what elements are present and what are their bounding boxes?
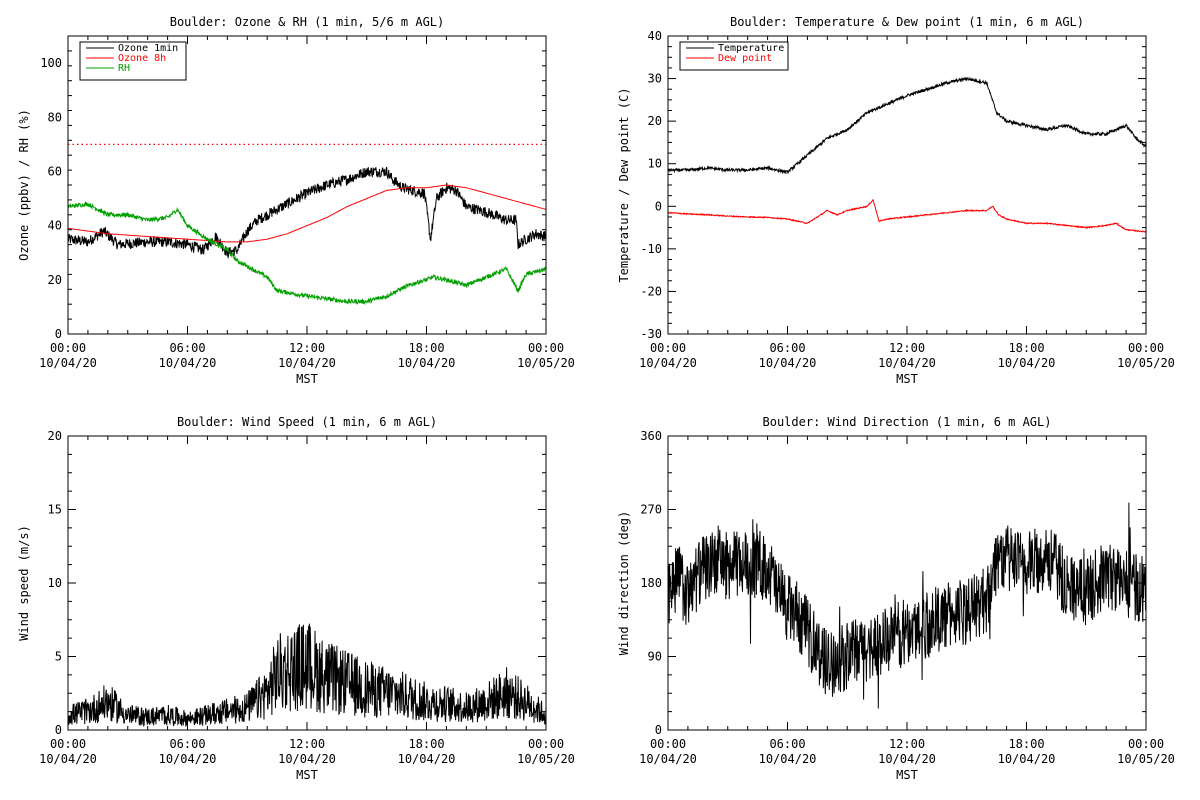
- y-tick-label: -20: [640, 284, 662, 298]
- y-tick-label: 360: [640, 429, 662, 443]
- x-tick-date: 10/04/20: [639, 356, 697, 370]
- series-line-data: [667, 502, 1147, 709]
- x-tick-date: 10/04/20: [398, 356, 456, 370]
- x-tick-time: 00:00: [650, 341, 686, 355]
- legend-entry: Dew point: [718, 53, 772, 64]
- y-tick-label: 15: [48, 503, 62, 517]
- y-tick-label: -10: [640, 242, 662, 256]
- series-line-ozone-1min: [67, 166, 547, 260]
- x-tick-date: 10/04/20: [398, 752, 456, 766]
- y-tick-label: -30: [640, 327, 662, 341]
- y-tick-label: 0: [655, 199, 662, 213]
- x-tick-date: 10/04/20: [639, 752, 697, 766]
- y-tick-label: 10: [648, 157, 662, 171]
- series-line-ozone-8h: [67, 184, 547, 243]
- x-tick-time: 18:00: [1008, 737, 1044, 751]
- y-axis-label: Ozone (ppbv) / RH (%): [17, 109, 31, 261]
- y-axis-label: Wind direction (deg): [617, 511, 631, 656]
- y-axis-label: Wind speed (m/s): [17, 525, 31, 641]
- x-tick-date: 10/04/20: [759, 752, 817, 766]
- chart-panel-3: 0510152000:0010/04/2006:0010/04/2012:001…: [17, 415, 575, 782]
- y-tick-label: 180: [640, 576, 662, 590]
- legend-entry: Ozone 8h: [118, 53, 166, 64]
- x-tick-time: 00:00: [1128, 737, 1164, 751]
- series-line-dew-point: [667, 198, 1147, 233]
- chart-title: Boulder: Wind Speed (1 min, 6 m AGL): [177, 415, 437, 429]
- x-tick-time: 00:00: [528, 737, 564, 751]
- x-tick-date: 10/04/20: [878, 356, 936, 370]
- y-tick-label: 40: [48, 219, 62, 233]
- x-tick-time: 06:00: [169, 737, 205, 751]
- x-axis-label: MST: [896, 372, 918, 386]
- x-tick-date: 10/05/20: [1117, 752, 1175, 766]
- y-tick-label: 40: [648, 29, 662, 43]
- y-tick-label: 100: [40, 56, 62, 70]
- chart-panel-1: 02040608010000:0010/04/2006:0010/04/2012…: [17, 15, 575, 386]
- legend-entry: RH: [118, 63, 130, 74]
- chart-panel-2: -30-20-1001020304000:0010/04/2006:0010/0…: [617, 15, 1175, 386]
- x-tick-date: 10/04/20: [998, 356, 1056, 370]
- y-tick-label: 30: [648, 72, 662, 86]
- x-tick-time: 12:00: [289, 341, 325, 355]
- y-tick-label: 20: [648, 114, 662, 128]
- x-tick-time: 06:00: [769, 341, 805, 355]
- y-tick-label: 60: [48, 164, 62, 178]
- x-tick-time: 00:00: [1128, 341, 1164, 355]
- x-tick-date: 10/04/20: [878, 752, 936, 766]
- x-tick-time: 00:00: [50, 737, 86, 751]
- x-tick-time: 18:00: [408, 341, 444, 355]
- chart-title: Boulder: Ozone & RH (1 min, 5/6 m AGL): [170, 15, 445, 29]
- x-tick-time: 12:00: [289, 737, 325, 751]
- x-tick-time: 18:00: [408, 737, 444, 751]
- series-line-data: [67, 623, 547, 727]
- series-line-rh: [67, 201, 547, 306]
- series-line-temperature: [667, 76, 1147, 175]
- x-tick-time: 12:00: [889, 341, 925, 355]
- y-tick-label: 90: [648, 650, 662, 664]
- x-axis-label: MST: [296, 768, 318, 782]
- y-tick-label: 20: [48, 273, 62, 287]
- x-tick-date: 10/04/20: [159, 752, 217, 766]
- x-tick-time: 06:00: [169, 341, 205, 355]
- x-tick-time: 00:00: [528, 341, 564, 355]
- x-tick-time: 00:00: [650, 737, 686, 751]
- legend-entry: Temperature: [718, 43, 784, 54]
- x-tick-date: 10/05/20: [517, 356, 575, 370]
- x-tick-date: 10/04/20: [159, 356, 217, 370]
- y-tick-label: 80: [48, 110, 62, 124]
- plot-frame: [667, 35, 1147, 335]
- x-tick-time: 06:00: [769, 737, 805, 751]
- x-axis-label: MST: [896, 768, 918, 782]
- y-tick-label: 270: [640, 503, 662, 517]
- x-tick-date: 10/04/20: [998, 752, 1056, 766]
- legend-entry: Ozone 1min: [118, 43, 178, 54]
- x-tick-date: 10/04/20: [278, 752, 336, 766]
- x-tick-date: 10/05/20: [1117, 356, 1175, 370]
- x-tick-date: 10/04/20: [759, 356, 817, 370]
- x-tick-date: 10/04/20: [278, 356, 336, 370]
- x-axis-label: MST: [296, 372, 318, 386]
- y-axis-label: Temperature / Dew point (C): [617, 87, 631, 282]
- y-tick-label: 0: [55, 327, 62, 341]
- chart-panel-4: 09018027036000:0010/04/2006:0010/04/2012…: [617, 415, 1175, 782]
- x-tick-time: 00:00: [50, 341, 86, 355]
- y-tick-label: 20: [48, 429, 62, 443]
- y-tick-label: 5: [55, 650, 62, 664]
- chart-title: Boulder: Wind Direction (1 min, 6 m AGL): [763, 415, 1052, 429]
- y-tick-label: 0: [655, 723, 662, 737]
- plot-frame: [67, 35, 547, 335]
- x-tick-date: 10/05/20: [517, 752, 575, 766]
- chart-title: Boulder: Temperature & Dew point (1 min,…: [730, 15, 1084, 29]
- x-tick-date: 10/04/20: [39, 752, 97, 766]
- x-tick-time: 18:00: [1008, 341, 1044, 355]
- x-tick-date: 10/04/20: [39, 356, 97, 370]
- y-tick-label: 10: [48, 576, 62, 590]
- x-tick-time: 12:00: [889, 737, 925, 751]
- y-tick-label: 0: [55, 723, 62, 737]
